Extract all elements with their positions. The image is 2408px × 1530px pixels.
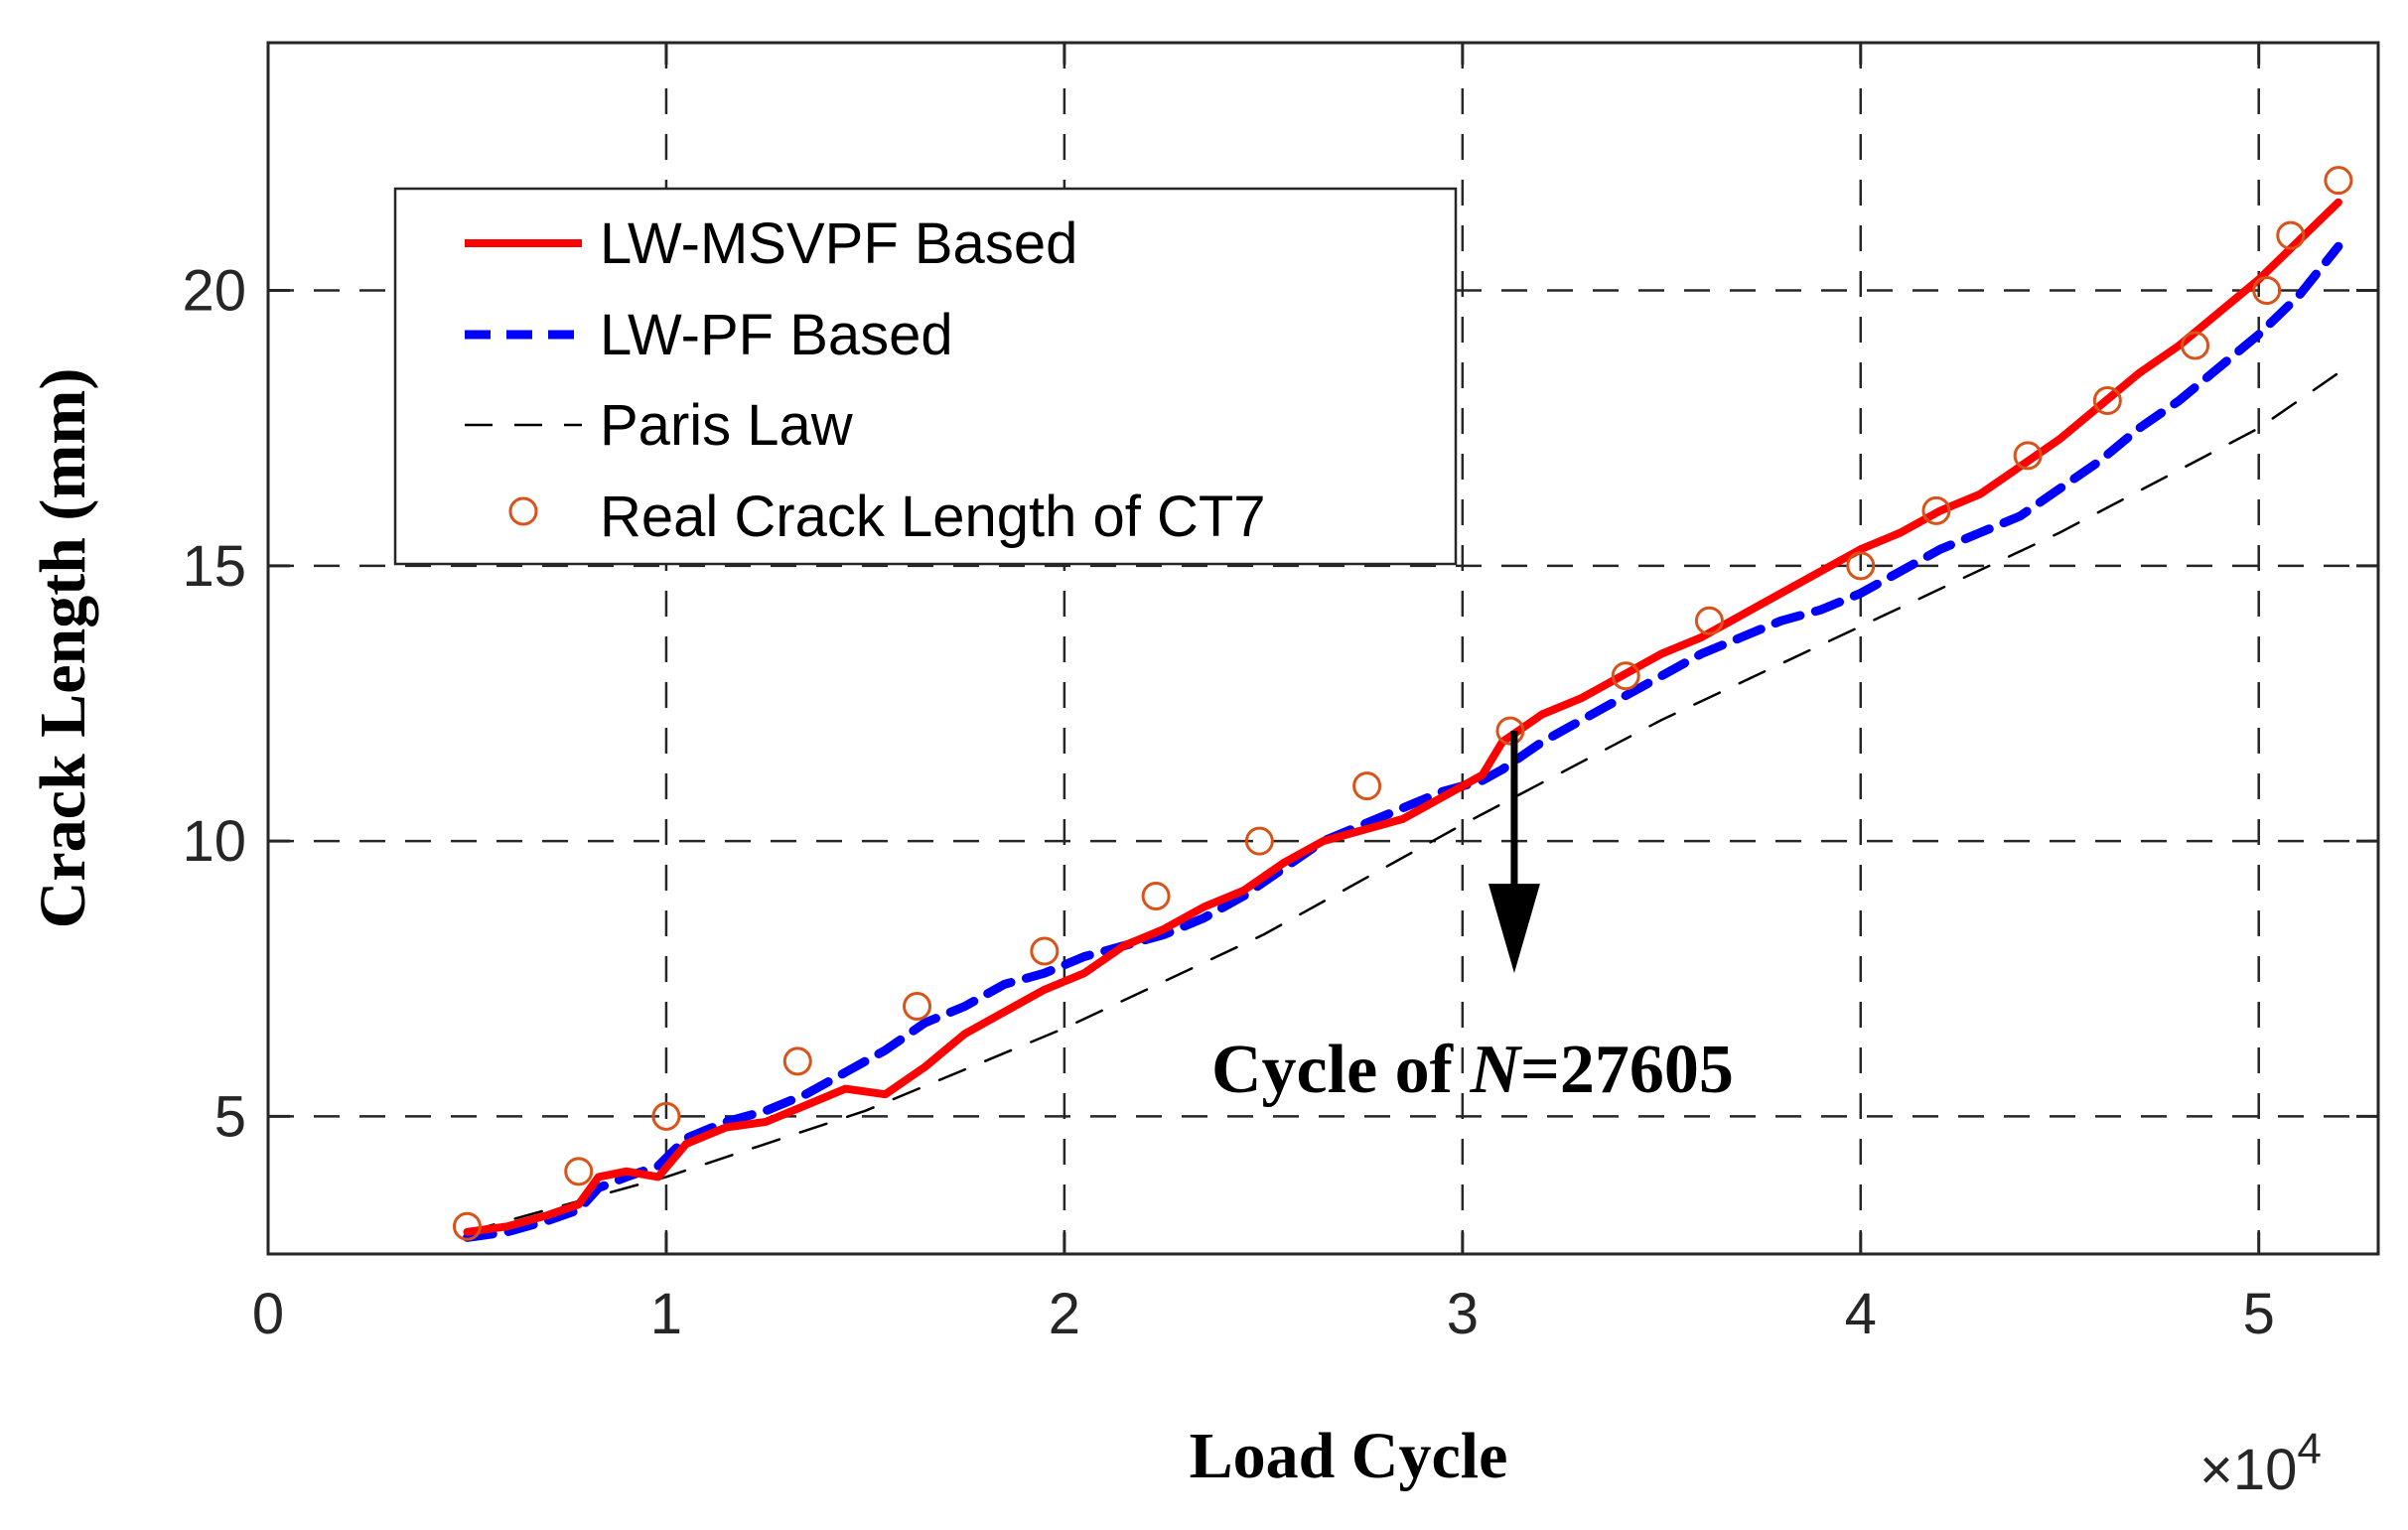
annotation-arrow-head: [1487, 884, 1540, 974]
y-tick-label: 15: [182, 534, 246, 599]
real-crack-length-point: [452, 1211, 482, 1241]
axis-ticks: 0 1 2 3 4 5 5 10 15 20: [182, 43, 2378, 1346]
x-tick-label: 2: [1049, 1282, 1080, 1346]
real-crack-length-point: [2276, 220, 2306, 250]
real-crack-length-point: [903, 991, 932, 1021]
y-tick-label: 10: [182, 809, 246, 874]
x-tick-label: 5: [2243, 1282, 2275, 1346]
real-crack-length-point: [1611, 661, 1640, 691]
real-crack-length-point: [1141, 882, 1171, 911]
y-axis-title: Crack Length (mm): [27, 368, 99, 929]
real-crack-length-point: [1694, 606, 1724, 635]
legend-label-paris: Paris Law: [600, 393, 854, 458]
real-crack-length-point: [651, 1101, 681, 1131]
annotation-prefix: Cycle of: [1211, 1032, 1470, 1108]
series-line-lw-pf: [463, 241, 2343, 1242]
real-crack-length-point: [564, 1157, 594, 1186]
y-tick-label: 5: [214, 1084, 246, 1149]
real-crack-length-point: [1352, 771, 1382, 801]
x-multiplier-base: ×10: [2199, 1438, 2297, 1502]
real-crack-length-point: [2013, 441, 2043, 471]
real-crack-length-point: [1030, 936, 1060, 966]
x-tick-label: 1: [650, 1282, 682, 1346]
real-crack-length-point: [1921, 495, 1951, 525]
legend-label-pf: LW-PF Based: [600, 303, 953, 367]
real-crack-length-point: [1244, 826, 1274, 856]
y-tick-label: 20: [182, 259, 246, 324]
real-crack-length-point: [2092, 385, 2122, 415]
x-axis-multiplier: ×104: [2199, 1425, 2322, 1502]
real-crack-length-point: [1846, 551, 1876, 581]
series-line-lw-msvpf: [463, 198, 2342, 1236]
annotation-italic: N: [1469, 1032, 1522, 1108]
legend-label-real: Real Crack Length of CT7: [600, 485, 1266, 549]
series-line-paris-law: [466, 371, 2340, 1234]
real-crack-length-point: [2252, 276, 2282, 306]
legend-label-msvpf: LW-MSVPF Based: [600, 211, 1077, 276]
cycle-annotation: Cycle of N=27605: [1211, 731, 1734, 1108]
series-layer: [452, 166, 2353, 1242]
x-multiplier-exponent: 4: [2297, 1425, 2321, 1473]
x-tick-label: 0: [252, 1282, 284, 1346]
real-crack-length-point: [2181, 331, 2210, 360]
real-crack-length-point: [782, 1046, 812, 1076]
annotation-text: Cycle of N=27605: [1211, 1032, 1734, 1108]
x-tick-label: 4: [1845, 1282, 1877, 1346]
annotation-suffix: =27605: [1520, 1032, 1734, 1108]
real-crack-length-point: [1495, 716, 1525, 746]
legend-box: [393, 187, 1458, 566]
x-axis-title: Load Cycle: [1190, 1420, 1508, 1492]
x-tick-label: 3: [1447, 1282, 1479, 1346]
legend: LW-MSVPF Based LW-PF Based Paris Law Rea…: [393, 187, 1458, 566]
real-crack-length-point: [2324, 166, 2353, 196]
legend-swatch-real: [508, 496, 538, 526]
plot-frame: [266, 41, 2380, 1256]
